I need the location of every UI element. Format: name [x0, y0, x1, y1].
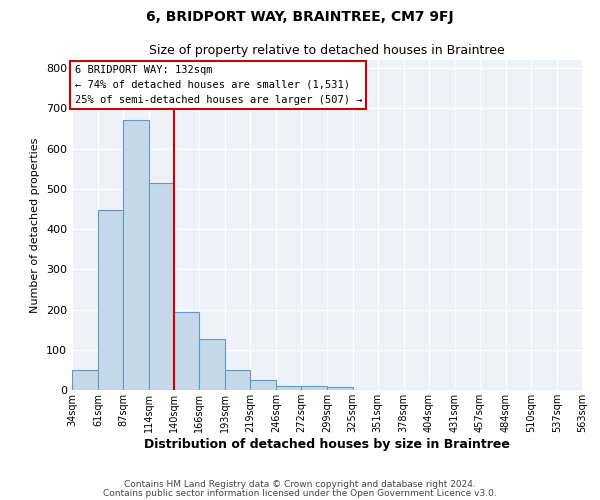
Bar — [301, 386, 328, 390]
Y-axis label: Number of detached properties: Number of detached properties — [31, 138, 40, 312]
Bar — [250, 380, 277, 390]
Bar — [72, 370, 98, 390]
Text: Contains HM Land Registry data © Crown copyright and database right 2024.: Contains HM Land Registry data © Crown c… — [124, 480, 476, 489]
Bar — [277, 386, 301, 390]
Bar — [149, 182, 174, 390]
Text: 6, BRIDPORT WAY, BRAINTREE, CM7 9FJ: 6, BRIDPORT WAY, BRAINTREE, CM7 9FJ — [146, 10, 454, 24]
Title: Size of property relative to detached houses in Braintree: Size of property relative to detached ho… — [149, 44, 505, 58]
Bar — [225, 370, 250, 390]
Bar — [199, 339, 225, 390]
Text: 6 BRIDPORT WAY: 132sqm
← 74% of detached houses are smaller (1,531)
25% of semi-: 6 BRIDPORT WAY: 132sqm ← 74% of detached… — [74, 65, 362, 104]
Text: Contains public sector information licensed under the Open Government Licence v3: Contains public sector information licen… — [103, 489, 497, 498]
Bar — [328, 387, 353, 390]
Bar — [98, 210, 123, 390]
Bar — [123, 120, 149, 390]
Bar — [174, 312, 199, 390]
X-axis label: Distribution of detached houses by size in Braintree: Distribution of detached houses by size … — [144, 438, 510, 451]
